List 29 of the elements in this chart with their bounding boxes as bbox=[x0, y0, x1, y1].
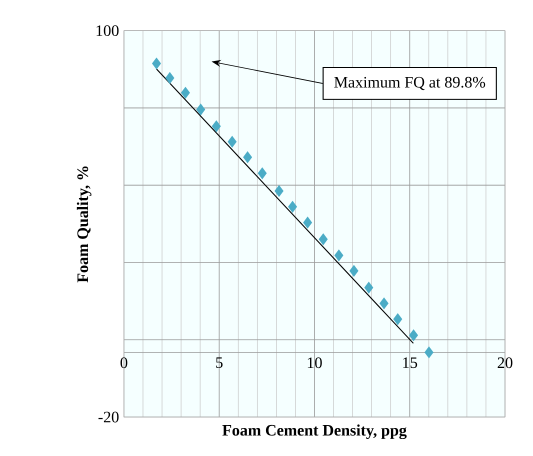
point bbox=[258, 168, 267, 180]
point bbox=[165, 72, 174, 84]
x-axis-title: Foam Cement Density, ppg bbox=[222, 424, 407, 440]
point bbox=[228, 136, 237, 148]
point bbox=[196, 104, 206, 116]
x-tick-label: 10 bbox=[308, 358, 322, 368]
x-tick-label: 0 bbox=[120, 358, 128, 368]
point bbox=[364, 282, 374, 294]
point bbox=[212, 120, 221, 132]
point bbox=[334, 250, 344, 262]
point bbox=[349, 265, 358, 277]
point bbox=[152, 58, 161, 70]
point bbox=[380, 298, 388, 310]
x-tick-label: 20 bbox=[498, 358, 512, 368]
y-axis-title: Foam Quality, % bbox=[76, 166, 92, 283]
y-tick-label: -20 bbox=[98, 412, 119, 423]
point bbox=[409, 330, 418, 342]
point bbox=[288, 201, 298, 213]
annotation: Maximum FQ at 89.8% bbox=[334, 76, 486, 90]
y-tick-label: 100 bbox=[96, 25, 119, 36]
point bbox=[424, 346, 434, 358]
point bbox=[318, 234, 328, 246]
point bbox=[181, 87, 190, 99]
point bbox=[393, 313, 402, 326]
point bbox=[303, 216, 312, 229]
point bbox=[243, 151, 252, 164]
x-tick-label: 5 bbox=[216, 358, 223, 368]
point bbox=[274, 185, 284, 198]
x-tick-label: 15 bbox=[403, 358, 418, 368]
